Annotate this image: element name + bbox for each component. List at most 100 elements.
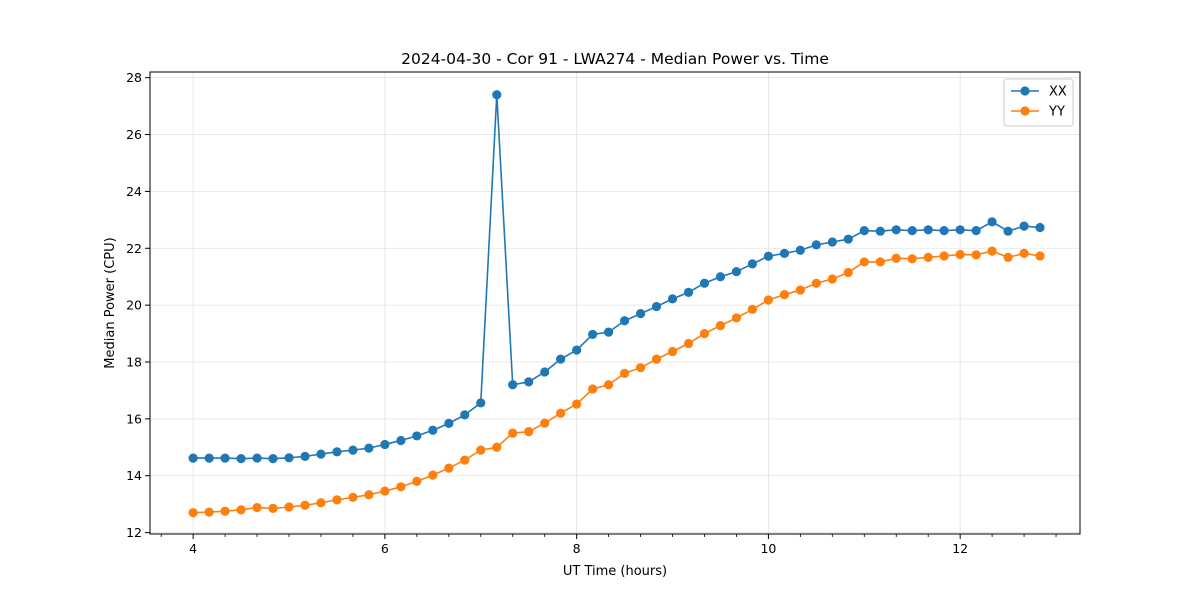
data-point-xx [540, 367, 550, 377]
data-point-xx [572, 345, 582, 355]
data-point-yy [923, 252, 933, 262]
data-point-xx [476, 398, 486, 408]
x-tick-label: 4 [189, 541, 197, 556]
data-point-yy [364, 490, 374, 500]
y-tick-label: 22 [126, 241, 142, 256]
series-xx [188, 90, 1045, 464]
data-point-yy [444, 463, 454, 473]
data-point-xx [332, 447, 342, 457]
data-point-yy [859, 257, 869, 267]
data-point-xx [380, 439, 390, 450]
data-point-yy [971, 250, 981, 260]
data-point-yy [843, 267, 853, 278]
data-point-yy [891, 253, 901, 263]
data-point-xx [236, 454, 246, 464]
data-point-xx [635, 309, 646, 319]
data-point-xx [731, 266, 742, 277]
y-axis-label: Median Power (CPU) [103, 237, 118, 368]
data-point-xx [1035, 222, 1045, 233]
data-point-xx [811, 240, 821, 250]
data-point-yy [795, 285, 805, 295]
y-tick-label: 28 [126, 70, 142, 85]
data-point-yy [1019, 248, 1029, 258]
data-point-yy [667, 346, 678, 357]
x-tick-label: 8 [573, 541, 581, 556]
data-point-xx [556, 354, 566, 364]
data-point-xx [348, 445, 358, 455]
data-point-xx [795, 245, 805, 255]
data-point-xx [1019, 221, 1029, 231]
data-point-xx [779, 248, 790, 258]
data-point-xx [619, 316, 630, 326]
legend: XX YY [1003, 78, 1074, 127]
data-point-xx [699, 278, 710, 288]
data-point-xx [524, 377, 534, 387]
y-tick-label: 26 [126, 127, 142, 142]
data-point-yy [252, 502, 262, 513]
legend-label-yy: YY [1048, 105, 1065, 120]
data-point-yy [412, 476, 422, 487]
series-yy [188, 246, 1045, 518]
data-point-xx [651, 301, 662, 312]
data-point-xx [987, 217, 997, 227]
data-point-yy [811, 278, 821, 288]
data-point-xx [300, 451, 310, 461]
data-point-yy [188, 508, 198, 518]
data-point-yy [508, 428, 518, 438]
data-point-xx [715, 272, 726, 282]
y-tick-label: 16 [126, 411, 142, 426]
data-point-yy [492, 442, 502, 452]
data-point-yy [524, 427, 534, 437]
data-point-yy [204, 507, 214, 517]
data-point-xx [220, 453, 230, 463]
data-point-xx [588, 329, 598, 340]
data-point-yy [683, 338, 694, 349]
data-point-xx [396, 435, 406, 446]
data-point-xx [316, 449, 326, 459]
legend-marker-yy [1020, 106, 1030, 116]
data-point-yy [747, 304, 757, 314]
x-tick-label: 12 [952, 541, 968, 556]
data-point-yy [396, 482, 406, 492]
legend-label-xx: XX [1049, 85, 1067, 100]
data-point-yy [699, 328, 710, 339]
chart-title: 2024-04-30 - Cor 91 - LWA274 - Median Po… [401, 50, 829, 68]
data-point-xx [603, 327, 614, 337]
data-point-yy [572, 399, 582, 409]
data-point-yy [779, 290, 790, 300]
data-point-xx [364, 443, 374, 453]
legend-marker-xx [1020, 86, 1030, 96]
y-tick-label: 18 [126, 354, 142, 369]
data-point-xx [875, 226, 885, 236]
data-point-yy [332, 495, 342, 505]
data-point-xx [1003, 226, 1013, 236]
data-point-xx [188, 453, 198, 463]
data-point-xx [428, 425, 438, 435]
data-point-yy [348, 492, 358, 502]
data-point-yy [380, 486, 390, 496]
data-point-xx [204, 453, 214, 463]
data-point-xx [252, 453, 262, 463]
data-point-yy [875, 257, 885, 267]
data-point-xx [955, 225, 965, 235]
data-point-yy [763, 295, 774, 305]
y-tick-label: 20 [126, 298, 142, 313]
data-point-xx [891, 225, 901, 235]
data-point-yy [476, 445, 486, 455]
y-tick-label: 12 [126, 525, 142, 540]
data-point-yy [316, 498, 326, 508]
data-point-yy [540, 418, 550, 428]
data-point-xx [284, 453, 294, 463]
data-point-xx [683, 287, 694, 297]
data-point-yy [268, 503, 278, 514]
data-point-yy [236, 505, 246, 515]
data-point-yy [284, 502, 294, 512]
data-point-xx [923, 225, 933, 235]
data-point-yy [827, 274, 837, 284]
data-point-yy [987, 246, 997, 256]
data-point-xx [939, 226, 949, 236]
data-point-yy [651, 354, 662, 364]
data-point-yy [588, 384, 598, 394]
data-point-xx [444, 418, 454, 429]
